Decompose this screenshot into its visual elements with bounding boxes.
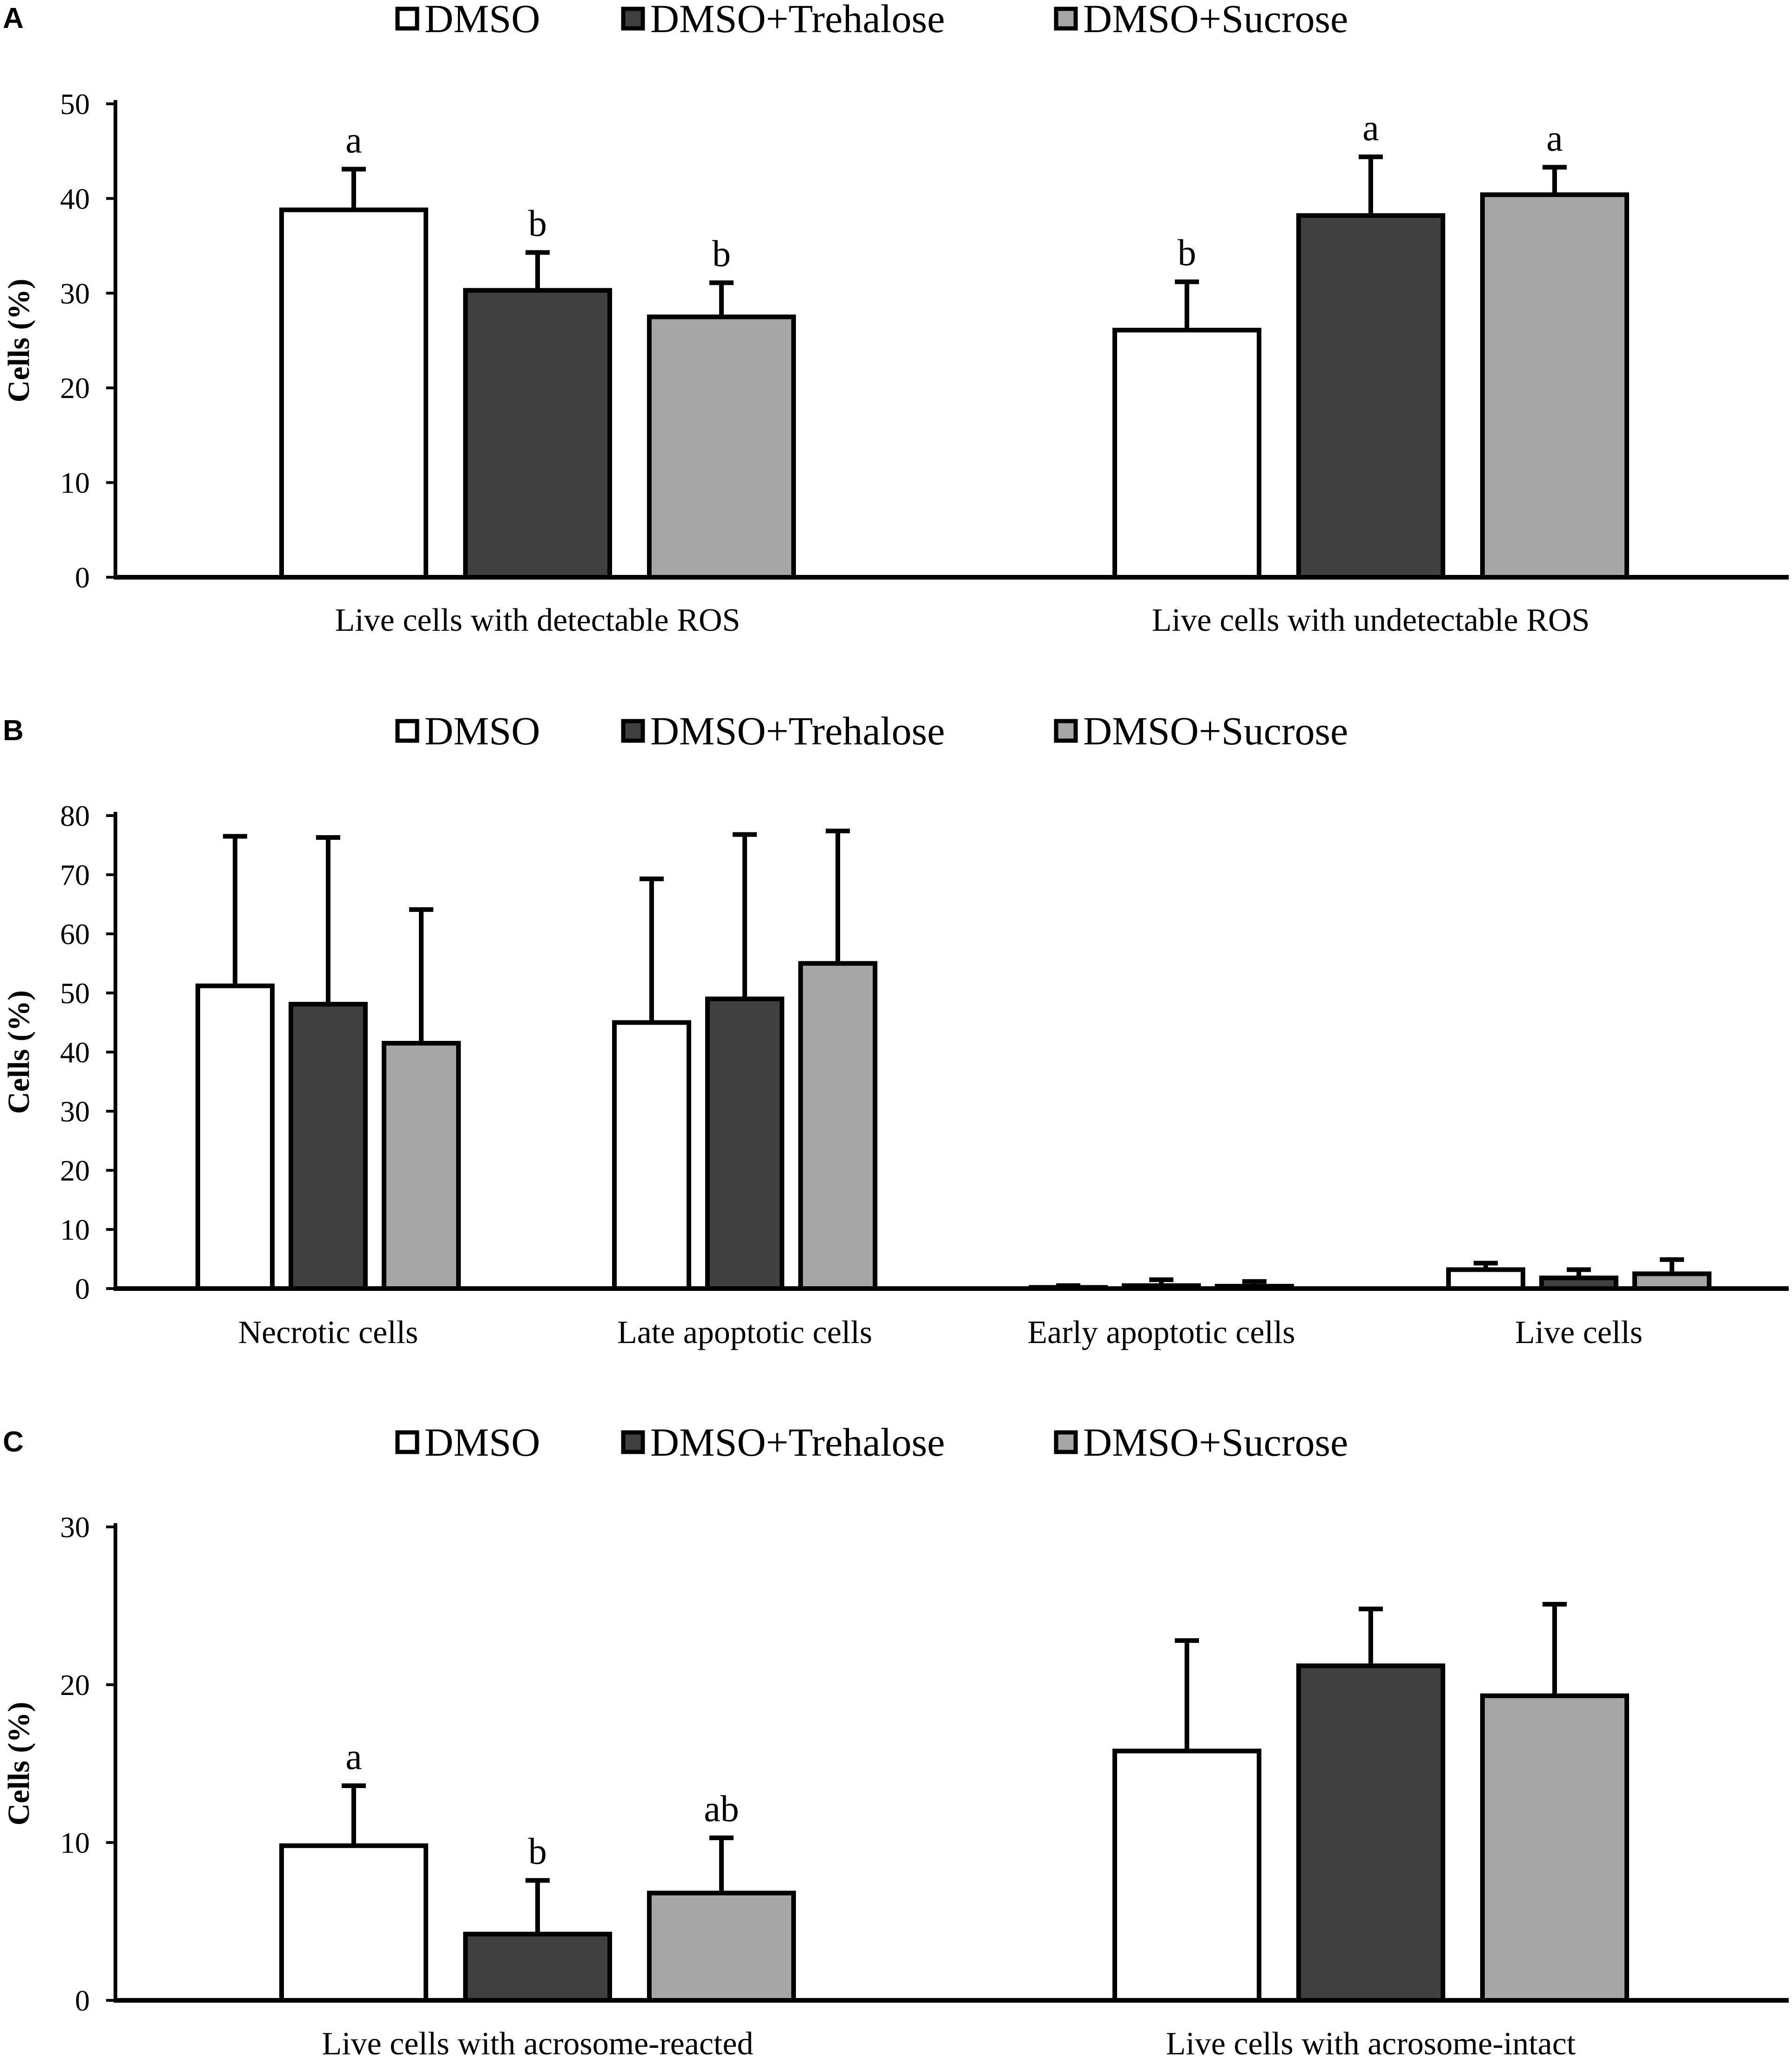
legend-swatch-2 [621, 7, 645, 31]
panel-letter: B [3, 715, 24, 747]
bar-dmso-2 [612, 1020, 691, 1291]
panel-letter: C [3, 1426, 24, 1458]
legend-label: DMSO [424, 1420, 540, 1465]
bar-dmso-sucrose-2 [1480, 192, 1629, 580]
significance-letter: a [1362, 108, 1379, 149]
significance-letter: b [1178, 232, 1196, 273]
category-label: Live cells with acrosome-reacted [322, 2026, 753, 2059]
y-tick-label: 20 [60, 1154, 90, 1187]
legend-swatch-1 [395, 1430, 419, 1454]
category-label: Live cells [1515, 1315, 1643, 1350]
bar-dmso-trehalose-2 [705, 996, 784, 1291]
bar-dmso-trehalose-1 [289, 1002, 368, 1291]
y-tick-label: 0 [75, 561, 90, 594]
bar-dmso-sucrose-1 [382, 1040, 461, 1291]
category-label: Necrotic cells [238, 1315, 418, 1350]
y-tick-label: 10 [60, 466, 90, 500]
bar-dmso-2 [1112, 328, 1261, 580]
y-tick-label: 70 [60, 858, 90, 891]
legend-swatch-1 [395, 719, 419, 743]
legend: DMSO DMSO+Trehalose DMSO+Sucrose [395, 0, 1348, 41]
bar-dmso-sucrose-2 [1480, 1693, 1629, 2003]
legend-label: DMSO+Sucrose [1083, 1420, 1348, 1465]
bar-dmso-trehalose-2 [1296, 213, 1445, 580]
y-tick-label: 50 [60, 88, 90, 121]
bar-dmso-1 [195, 983, 275, 1291]
legend-swatch-2 [621, 719, 645, 743]
bar-dmso-sucrose-1 [647, 1890, 796, 2003]
category-label: Late apoptotic cells [617, 1315, 872, 1350]
category-label: Early apoptotic cells [1027, 1315, 1295, 1350]
bar-dmso-1 [279, 1843, 428, 2003]
y-tick-label: 40 [60, 1036, 90, 1069]
panel-c: C DMSO DMSO+Trehalose DMSO+Sucrose 0 10 20 30 Ce… [2, 1420, 1789, 2059]
bar-dmso-sucrose-1 [647, 314, 796, 580]
significance-letter: b [528, 203, 547, 244]
y-tick-label: 80 [60, 799, 90, 832]
bar-dmso-sucrose-2 [798, 961, 877, 1291]
category-label: Live cells with detectable ROS [335, 602, 741, 638]
significance-letter: b [528, 1831, 547, 1872]
y-tick-label: 0 [75, 1984, 90, 2017]
panel-letter: A [3, 2, 24, 34]
bar-dmso-2 [1112, 1748, 1261, 2003]
y-tick-label: 30 [60, 1511, 90, 1544]
y-tick-label: 10 [60, 1213, 90, 1246]
y-tick-label: 30 [60, 1095, 90, 1128]
y-tick-label: 60 [60, 918, 90, 951]
legend: DMSO DMSO+Trehalose DMSO+Sucrose [395, 1420, 1348, 1465]
legend-swatch-3 [1054, 1430, 1078, 1454]
y-axis-label: Cells (%) [2, 1702, 36, 1826]
legend-label: DMSO+Trehalose [650, 0, 945, 41]
legend-label: DMSO+Trehalose [650, 709, 945, 753]
legend-swatch-3 [1054, 719, 1078, 743]
category-label: Live cells with undetectable ROS [1152, 602, 1590, 638]
bar-dmso-trehalose-1 [463, 1931, 612, 2003]
panel-a: A DMSO DMSO+Trehalose DMSO+Sucrose 0 10 20 30 40… [2, 0, 1789, 638]
bar-dmso-1 [279, 207, 428, 580]
significance-letter: b [712, 233, 731, 274]
legend-label: DMSO+Sucrose [1083, 709, 1348, 753]
legend-swatch-2 [621, 1430, 645, 1454]
category-label: Live cells with acrosome-intact [1166, 2026, 1576, 2059]
bar-dmso-4 [1446, 1267, 1525, 1291]
legend-label: DMSO+Trehalose [650, 1420, 945, 1465]
y-tick-label: 40 [60, 182, 90, 215]
y-tick-label: 20 [60, 371, 90, 405]
y-tick-label: 20 [60, 1668, 90, 1701]
bar-dmso-trehalose-1 [463, 288, 612, 580]
y-tick-label: 0 [75, 1272, 90, 1305]
significance-letter: a [345, 1736, 362, 1777]
y-axis-label: Cells (%) [2, 990, 36, 1114]
legend-label: DMSO [424, 709, 540, 753]
significance-letter: a [345, 120, 362, 161]
legend-label: DMSO [424, 0, 540, 41]
significance-letter: ab [704, 1789, 739, 1829]
legend-swatch-1 [395, 7, 419, 31]
y-axis-label: Cells (%) [2, 279, 36, 403]
bar-dmso-trehalose-2 [1296, 1663, 1445, 2003]
y-tick-label: 10 [60, 1826, 90, 1859]
legend-swatch-3 [1054, 7, 1078, 31]
legend: DMSO DMSO+Trehalose DMSO+Sucrose [395, 709, 1348, 753]
y-tick-label: 30 [60, 277, 90, 310]
significance-letter: a [1546, 118, 1563, 159]
panel-b: B DMSO DMSO+Trehalose DMSO+Sucrose 0 10 20 30 40… [2, 709, 1789, 1350]
legend-label: DMSO+Sucrose [1083, 0, 1348, 41]
y-tick-label: 50 [60, 977, 90, 1010]
